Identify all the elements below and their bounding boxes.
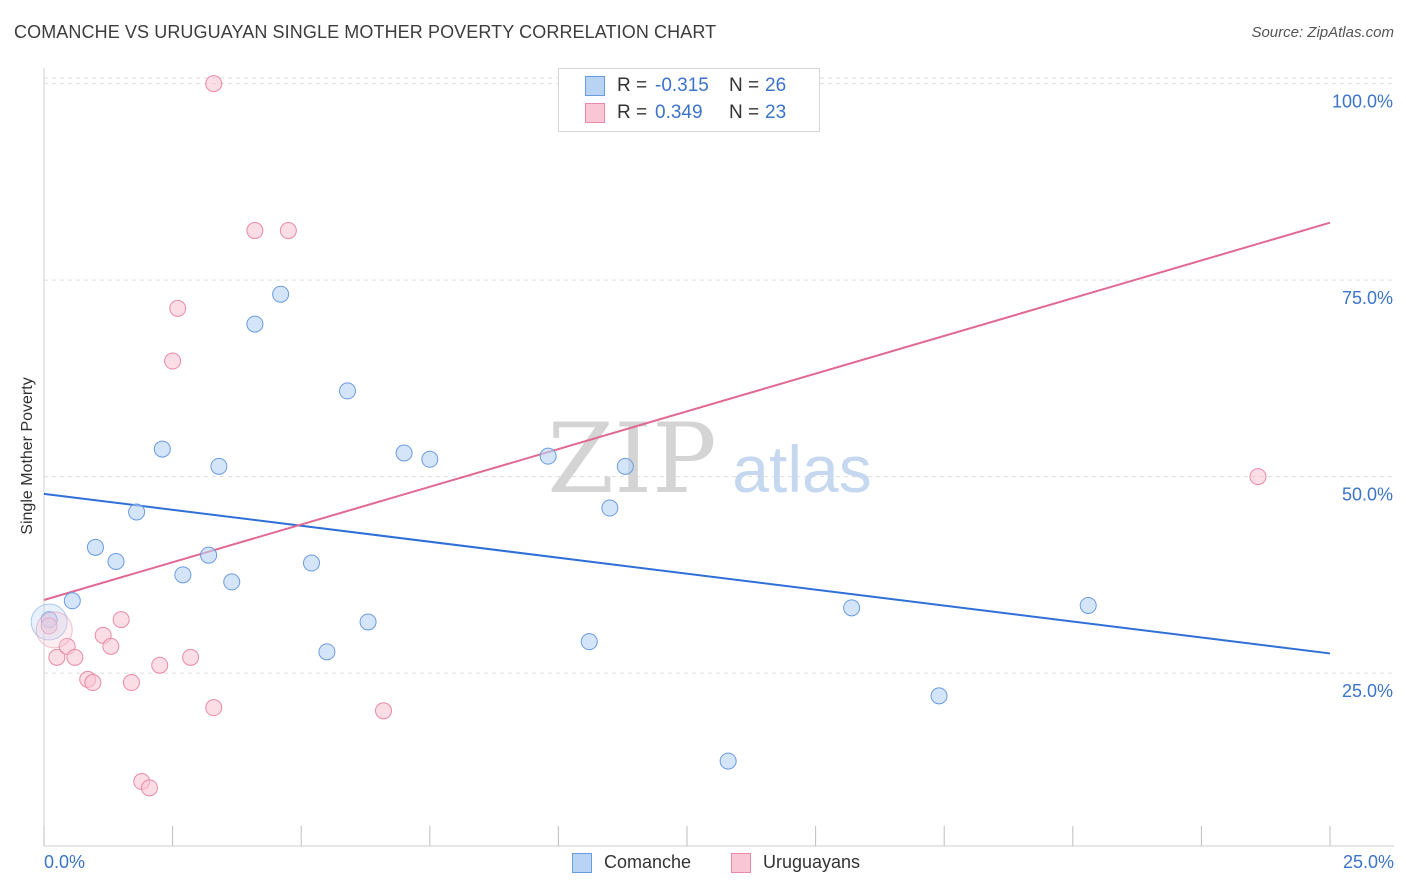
uruguayans-point [205,75,223,93]
comanche-point [580,633,598,651]
bottom-legend-uruguayans: Uruguayans [731,852,860,873]
data-points [30,75,1267,797]
comanche-point [302,554,320,572]
uruguayans-point [375,702,393,720]
comanche-point [338,382,356,400]
uruguayans-point [1249,468,1267,486]
comanche-point [210,457,228,475]
comanche-point [421,450,439,468]
watermark: ZIP atlas [547,403,871,515]
comanche-point [843,599,861,617]
uruguayans-point [246,222,264,240]
comanche-point [930,687,948,705]
r-label: R = [617,102,648,123]
uruguayans-r-value: 0.349 [655,102,703,123]
comanche-point [395,444,413,462]
comanche-point [30,603,68,641]
comanche-r-value: -0.315 [655,75,709,96]
uruguayans-legend-swatch [731,852,751,873]
uruguayans-point [140,779,158,797]
uruguayans-point [279,222,297,240]
comanche-point [153,440,171,458]
uruguayans-point [112,611,130,629]
comanche-point [174,566,192,584]
axes [43,68,1394,847]
uruguayans-point [35,611,73,649]
uruguayans-point [205,699,223,717]
chart-title: COMANCHE VS URUGUAYAN SINGLE MOTHER POVE… [14,22,717,42]
y-tick-label: 75.0% [1342,288,1393,308]
uruguayans-n-value: 23 [765,102,787,123]
stats-legend: R = -0.315 N = 26 R = 0.349 N = 23 [558,68,820,132]
comanche-point [616,457,634,475]
grid-lines: 25.0% 50.0% 75.0% 100.0% [44,77,1394,701]
uruguayans-point [40,617,58,635]
comanche-point [86,538,104,556]
uruguayans-trend-line [43,221,1331,601]
comanche-point [359,613,377,631]
trend-lines [43,221,1331,655]
r-label: R = [617,75,648,96]
watermark-zip: ZIP [547,403,716,515]
uruguayans-point [48,648,66,666]
uruguayans-point [169,299,187,317]
comanche-trend-line [43,492,1331,655]
uruguayans-legend-label: Uruguayans [763,852,861,872]
bottom-legend-comanche: Comanche [572,852,691,873]
uruguayans-point [164,352,182,370]
legend-row-uruguayans: R = 0.349 N = 23 [585,101,786,125]
comanche-point [200,546,218,564]
x-tick-label-min: 0.0% [44,852,86,872]
n-label: N = [729,102,760,123]
comanche-point [63,592,81,610]
source-label: Source: ZipAtlas.com [1251,24,1394,41]
y-tick-label: 25.0% [1342,681,1393,701]
comanche-point [223,573,241,591]
comanche-point [1079,596,1097,614]
uruguayans-swatch [585,103,605,123]
uruguayans-point [182,648,200,666]
comanche-point [246,315,264,333]
uruguayans-point [102,637,120,655]
comanche-point [601,499,619,517]
comanche-point [107,552,125,570]
legend-row-comanche: R = -0.315 N = 26 [585,74,786,98]
comanche-point [719,752,737,770]
x-tick-label-max: 25.0% [1342,852,1394,872]
y-tick-label: 50.0% [1342,485,1393,505]
comanche-legend-label: Comanche [604,852,692,872]
comanche-swatch [585,76,605,96]
y-tick-label: 100.0% [1332,92,1393,112]
uruguayans-point [66,648,84,666]
comanche-point [272,285,290,303]
uruguayans-point [151,656,169,674]
comanche-point [539,447,557,465]
comanche-n-value: 26 [765,75,787,96]
comanche-point [128,503,146,521]
n-label: N = [729,75,760,96]
watermark-atlas: atlas [732,432,871,506]
uruguayans-point [122,674,140,692]
comanche-point [318,643,336,661]
uruguayans-point [84,674,102,692]
comanche-legend-swatch [572,852,592,873]
